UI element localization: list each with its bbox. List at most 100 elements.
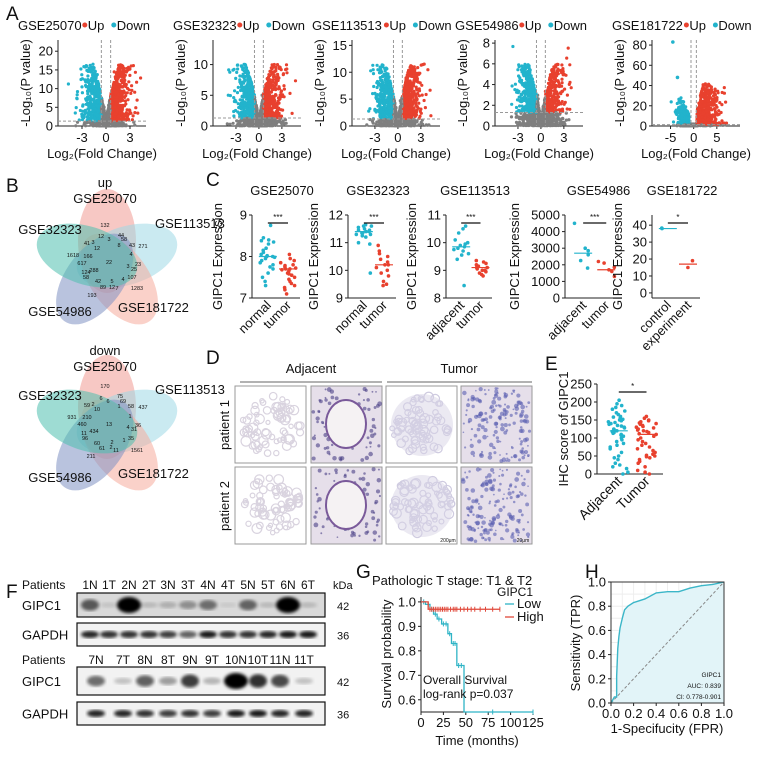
volcano-point	[414, 97, 419, 102]
panel-label: B	[6, 176, 19, 197]
volcano-point	[414, 85, 418, 89]
volcano-point	[96, 89, 100, 93]
volcano-point	[133, 90, 137, 94]
x-tick-label: 3	[278, 130, 285, 145]
volcano-point	[409, 64, 413, 68]
volcano-point	[113, 112, 118, 116]
x-tick-label: -3	[512, 130, 524, 145]
volcano-point	[272, 73, 276, 77]
y-axis-label: -Log₁₀(P value)	[18, 39, 33, 127]
volcano-point	[379, 88, 383, 92]
volcano-point	[274, 88, 278, 92]
volcano-point	[93, 95, 97, 99]
volcano-point	[240, 64, 244, 68]
volcano-point	[392, 98, 396, 102]
volcano-point	[406, 119, 410, 123]
volcano-point	[397, 111, 402, 116]
volcano-point	[89, 79, 93, 83]
volcano-point	[380, 92, 384, 97]
volcano-point	[406, 71, 410, 75]
volcano-point	[88, 100, 92, 104]
volcano-points	[225, 62, 298, 128]
volcano-point	[96, 79, 100, 84]
volcano-point	[106, 114, 110, 118]
volcano-point	[228, 94, 232, 98]
volcano-point	[237, 120, 241, 124]
volcano-point	[268, 108, 272, 112]
volcano-point	[119, 85, 123, 89]
volcano-point	[127, 88, 131, 92]
volcano-point	[86, 86, 90, 90]
volcano-point	[120, 78, 124, 82]
volcano-point	[133, 111, 137, 115]
volcano-point	[108, 123, 112, 127]
volcano-point	[233, 89, 237, 93]
volcano-point	[135, 80, 139, 84]
volcano-point	[279, 89, 284, 93]
x-tick-label: 3	[560, 130, 567, 145]
volcano-point	[274, 119, 278, 123]
volcano-point	[263, 87, 267, 91]
legend-down-dot	[548, 22, 554, 28]
volcano-point	[400, 96, 404, 100]
volcano-point	[281, 119, 285, 123]
legend-down-label: Down	[272, 18, 305, 33]
panel-label: E	[545, 354, 558, 375]
volcano-point	[407, 115, 411, 119]
volcano-point	[250, 85, 254, 89]
volcano-point	[112, 88, 116, 92]
volcano-point	[116, 87, 120, 91]
volcano-point	[279, 108, 283, 112]
volcano-point	[414, 92, 418, 96]
volcano-point	[267, 113, 271, 117]
volcano-point	[126, 113, 130, 117]
volcano-point	[247, 124, 251, 128]
volcano-point	[383, 85, 387, 89]
y-tick-label: 6	[483, 56, 490, 71]
volcano-point	[103, 123, 107, 127]
volcano-point	[371, 63, 375, 67]
volcano-title: GSE32323	[173, 18, 237, 33]
volcano-point	[93, 85, 97, 89]
volcano-point	[275, 106, 279, 110]
volcano-point	[285, 71, 289, 75]
panel-label: H	[585, 562, 599, 583]
volcano-point	[416, 66, 420, 70]
volcano-point	[112, 82, 116, 86]
volcano-point	[266, 75, 271, 79]
volcano-point	[243, 79, 247, 83]
volcano-point	[238, 98, 242, 102]
volcano-point	[117, 114, 121, 118]
volcano-point	[389, 119, 393, 123]
volcano-point	[414, 101, 418, 105]
volcano-point	[271, 83, 275, 87]
volcano-point	[382, 103, 386, 107]
volcano-point	[79, 77, 83, 82]
volcano-point	[96, 84, 100, 88]
volcano-point	[110, 106, 114, 110]
volcano-point	[376, 104, 380, 108]
volcano-point	[246, 70, 250, 74]
volcano-point	[241, 67, 245, 72]
volcano-point	[240, 123, 244, 127]
volcano-point	[290, 111, 294, 115]
volcano-point	[382, 106, 387, 110]
volcano-point	[96, 99, 100, 104]
x-tick-label: 3	[417, 130, 424, 145]
volcano-point	[112, 121, 116, 125]
volcano-point	[406, 107, 410, 111]
volcano-point	[409, 122, 413, 126]
volcano-point	[266, 83, 270, 87]
volcano-point	[276, 87, 281, 91]
volcano-point	[88, 96, 92, 100]
volcano-point	[282, 84, 286, 88]
volcano-points	[365, 62, 433, 128]
volcano-point	[123, 95, 127, 99]
volcano-point	[94, 74, 98, 78]
volcano-point	[113, 105, 117, 109]
volcano-point	[265, 119, 269, 123]
volcano-point	[129, 91, 133, 95]
volcano-point	[127, 80, 131, 84]
volcano-point	[284, 63, 289, 67]
volcano-point	[566, 46, 570, 50]
